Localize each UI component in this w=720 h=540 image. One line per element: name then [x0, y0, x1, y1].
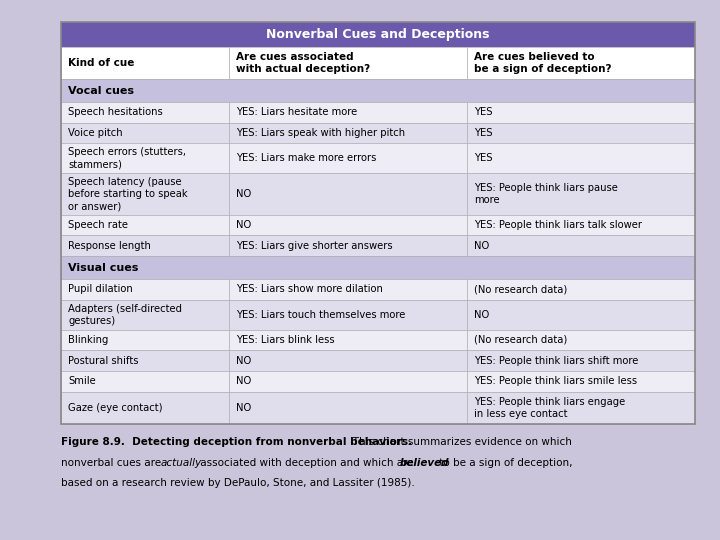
Bar — [61, 329, 229, 350]
Bar — [467, 392, 695, 424]
Bar — [467, 123, 695, 144]
Text: NO: NO — [236, 403, 251, 413]
Text: NO: NO — [474, 241, 489, 251]
Bar — [467, 47, 695, 79]
Text: YES: Liars blink less: YES: Liars blink less — [236, 335, 335, 345]
Text: Speech hesitations: Speech hesitations — [68, 107, 163, 117]
Text: (No research data): (No research data) — [474, 335, 567, 345]
Bar — [229, 350, 467, 371]
Bar — [61, 144, 229, 173]
Text: YES: People think liars talk slower: YES: People think liars talk slower — [474, 220, 642, 230]
Text: Nonverbal Cues and Deceptions: Nonverbal Cues and Deceptions — [266, 28, 490, 40]
Bar — [229, 300, 467, 329]
Text: based on a research review by DePaulo, Stone, and Lassiter (1985).: based on a research review by DePaulo, S… — [61, 478, 415, 489]
Text: actually: actually — [160, 458, 202, 468]
Text: Vocal cues: Vocal cues — [68, 85, 135, 96]
Bar — [229, 173, 467, 215]
Bar — [467, 279, 695, 300]
Bar — [61, 256, 695, 279]
Bar — [61, 102, 229, 123]
Bar — [229, 123, 467, 144]
Bar — [61, 22, 695, 424]
Text: NO: NO — [236, 220, 251, 230]
Bar — [61, 392, 229, 424]
Text: Voice pitch: Voice pitch — [68, 128, 123, 138]
Text: Are cues believed to
be a sign of deception?: Are cues believed to be a sign of decept… — [474, 52, 611, 74]
Text: associated with deception and which are: associated with deception and which are — [197, 458, 417, 468]
Bar — [61, 22, 695, 47]
Text: NO: NO — [474, 310, 489, 320]
Bar — [61, 173, 229, 215]
Bar — [229, 371, 467, 392]
Bar — [229, 392, 467, 424]
Text: Figure 8.9.  Detecting deception from nonverbal behaviors.: Figure 8.9. Detecting deception from non… — [61, 437, 413, 448]
Bar — [467, 350, 695, 371]
Text: NO: NO — [236, 189, 251, 199]
Text: to be a sign of deception,: to be a sign of deception, — [436, 458, 573, 468]
Text: YES: YES — [474, 153, 492, 164]
Text: YES: Liars show more dilation: YES: Liars show more dilation — [236, 285, 383, 294]
Text: Speech errors (stutters,
stammers): Speech errors (stutters, stammers) — [68, 147, 186, 170]
Bar — [61, 279, 229, 300]
Bar — [467, 215, 695, 235]
Bar — [61, 371, 229, 392]
Bar — [467, 173, 695, 215]
Text: Postural shifts: Postural shifts — [68, 356, 139, 366]
Text: Response length: Response length — [68, 241, 151, 251]
Bar — [467, 102, 695, 123]
Text: YES: Liars speak with higher pitch: YES: Liars speak with higher pitch — [236, 128, 405, 138]
Text: NO: NO — [236, 376, 251, 387]
Bar — [229, 235, 467, 256]
Text: YES: Liars make more errors: YES: Liars make more errors — [236, 153, 377, 164]
Text: NO: NO — [236, 356, 251, 366]
Bar — [229, 102, 467, 123]
Text: YES: Liars give shorter answers: YES: Liars give shorter answers — [236, 241, 393, 251]
Text: YES: People think liars pause
more: YES: People think liars pause more — [474, 183, 618, 205]
Bar — [467, 144, 695, 173]
Bar — [467, 371, 695, 392]
Text: (No research data): (No research data) — [474, 285, 567, 294]
Bar — [61, 79, 695, 102]
Text: Pupil dilation: Pupil dilation — [68, 285, 133, 294]
Text: Gaze (eye contact): Gaze (eye contact) — [68, 403, 163, 413]
Text: YES: People think liars engage
in less eye contact: YES: People think liars engage in less e… — [474, 397, 625, 419]
Text: Are cues associated
with actual deception?: Are cues associated with actual deceptio… — [236, 52, 370, 74]
Bar — [229, 215, 467, 235]
Text: Kind of cue: Kind of cue — [68, 58, 135, 68]
Text: Smile: Smile — [68, 376, 96, 387]
Text: nonverbal cues are: nonverbal cues are — [61, 458, 165, 468]
Text: This chart summarizes evidence on which: This chart summarizes evidence on which — [343, 437, 572, 448]
Text: believed: believed — [400, 458, 449, 468]
Bar — [61, 47, 229, 79]
Text: YES: Liars touch themselves more: YES: Liars touch themselves more — [236, 310, 405, 320]
Bar — [61, 300, 229, 329]
Bar — [467, 329, 695, 350]
Text: Blinking: Blinking — [68, 335, 109, 345]
Text: Speech rate: Speech rate — [68, 220, 128, 230]
Bar — [229, 279, 467, 300]
Bar — [229, 329, 467, 350]
Text: YES: YES — [474, 128, 492, 138]
Text: YES: People think liars smile less: YES: People think liars smile less — [474, 376, 637, 387]
Bar — [61, 123, 229, 144]
Text: YES: YES — [474, 107, 492, 117]
Bar — [61, 215, 229, 235]
Text: YES: People think liars shift more: YES: People think liars shift more — [474, 356, 638, 366]
Bar — [229, 144, 467, 173]
Bar — [467, 300, 695, 329]
Bar — [467, 235, 695, 256]
Text: YES: Liars hesitate more: YES: Liars hesitate more — [236, 107, 358, 117]
Bar — [61, 350, 229, 371]
Text: Speech latency (pause
before starting to speak
or answer): Speech latency (pause before starting to… — [68, 177, 188, 211]
Bar — [229, 47, 467, 79]
Text: Adapters (self-directed
gestures): Adapters (self-directed gestures) — [68, 303, 182, 326]
Bar — [61, 235, 229, 256]
Text: Visual cues: Visual cues — [68, 262, 139, 273]
